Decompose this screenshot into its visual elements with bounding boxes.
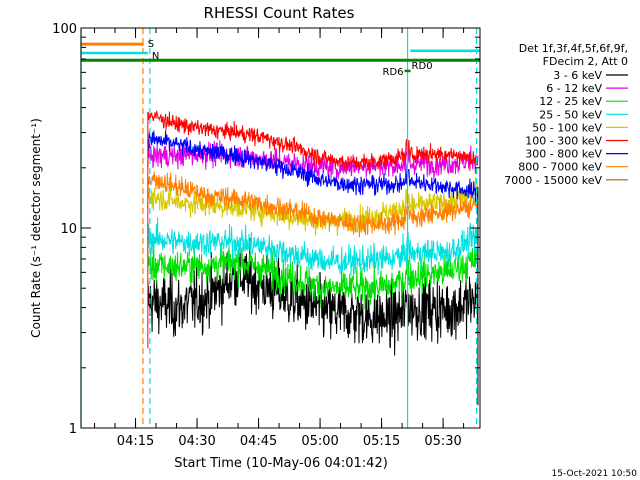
flag-n-label: N: [152, 51, 159, 62]
legend-header-0: Det 1f,3f,4f,5f,6f,9f,: [519, 42, 628, 55]
x-tick-label: 05:00: [301, 434, 338, 449]
legend-label-2: 12 - 25 keV: [539, 95, 602, 108]
markers-layer: [80, 28, 478, 428]
series-layer: [147, 110, 479, 406]
series-line-1: [147, 139, 479, 180]
y-tick-label: 100: [52, 22, 77, 37]
series-line-0: [147, 237, 479, 356]
flag-rd6-label: RD6: [383, 67, 404, 78]
legend-label-8: 7000 - 15000 keV: [504, 174, 602, 187]
x-tick-label: 05:30: [424, 434, 461, 449]
legend-label-0: 3 - 6 keV: [553, 69, 602, 82]
chart-title: RHESSI Count Rates: [204, 4, 355, 22]
series-line-7: [147, 171, 479, 238]
legend-label-5: 100 - 300 keV: [525, 135, 602, 148]
x-tick-label: 04:45: [240, 434, 277, 449]
series-line-5: [147, 110, 479, 172]
legend-label-3: 25 - 50 keV: [539, 108, 602, 121]
legend-label-7: 800 - 7000 keV: [518, 161, 602, 174]
flag-s-label: S: [148, 39, 154, 50]
series-line-6: [147, 130, 479, 203]
legend-label-4: 50 - 100 keV: [532, 121, 602, 134]
axes-layer: 04:15 04:30 04:45 05:00 05:15 05:30 1 10 100: [52, 22, 480, 449]
x-tick-label: 04:30: [178, 434, 215, 449]
timestamp: 15-Oct-2021 10:50: [552, 469, 638, 479]
series-line-2: [147, 244, 479, 311]
legend: Det 1f,3f,4f,5f,6f,9f,FDecim 2, Att 03 -…: [504, 42, 628, 187]
series-line-3: [147, 217, 479, 281]
y-axis-label: Count Rate (s⁻¹ detector segment⁻¹): [29, 118, 43, 338]
x-tick-label: 05:15: [363, 434, 400, 449]
x-axis-label: Start Time (10-May-06 04:01:42): [174, 456, 388, 471]
flag-rd0-label: RD0: [412, 61, 433, 72]
y-tick-label: 10: [60, 222, 77, 237]
legend-label-6: 300 - 800 keV: [525, 148, 602, 161]
y-tick-label: 1: [69, 422, 77, 437]
x-tick-label: 04:15: [117, 434, 154, 449]
legend-header-1: FDecim 2, Att 0: [543, 55, 628, 68]
flags-layer: SN RD0 RD6: [81, 39, 480, 78]
legend-label-1: 6 - 12 keV: [546, 82, 602, 95]
plot-frame: [80, 27, 481, 429]
